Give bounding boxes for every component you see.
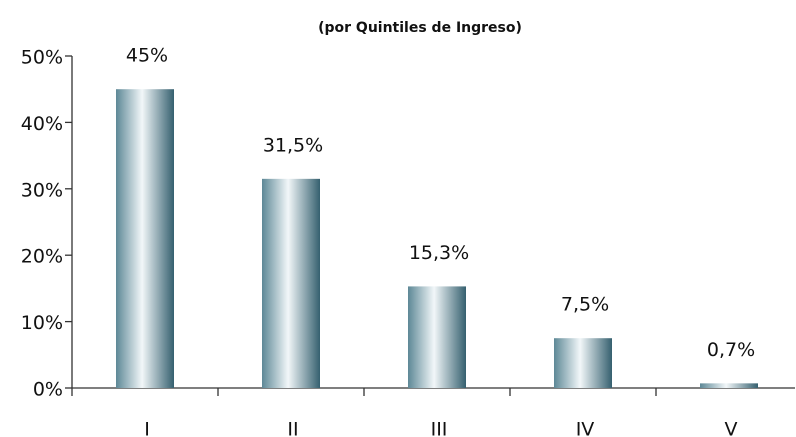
y-tick-label: 30% bbox=[21, 179, 63, 201]
bar bbox=[262, 178, 320, 388]
chart-title: (por Quintiles de Ingreso) bbox=[318, 20, 522, 36]
value-label: 15,3% bbox=[409, 242, 469, 264]
value-label: 7,5% bbox=[561, 294, 609, 316]
y-tick-label: 20% bbox=[21, 246, 63, 268]
bar bbox=[554, 338, 612, 388]
value-label: 45% bbox=[126, 45, 168, 67]
x-tick-label: IV bbox=[576, 419, 595, 437]
value-label: 31,5% bbox=[263, 134, 323, 156]
bar bbox=[116, 89, 174, 388]
x-tick-label: III bbox=[431, 419, 448, 437]
y-tick-label: 0% bbox=[33, 379, 63, 401]
y-tick-label: 40% bbox=[21, 113, 63, 135]
x-tick-label: V bbox=[725, 419, 738, 437]
x-tick-label: I bbox=[144, 419, 150, 437]
bar bbox=[700, 383, 758, 388]
x-tick-label: II bbox=[287, 419, 298, 437]
value-label: 0,7% bbox=[707, 339, 755, 361]
y-tick-label: 10% bbox=[21, 312, 63, 334]
y-tick-label: 50% bbox=[21, 47, 63, 69]
bar bbox=[408, 286, 466, 388]
